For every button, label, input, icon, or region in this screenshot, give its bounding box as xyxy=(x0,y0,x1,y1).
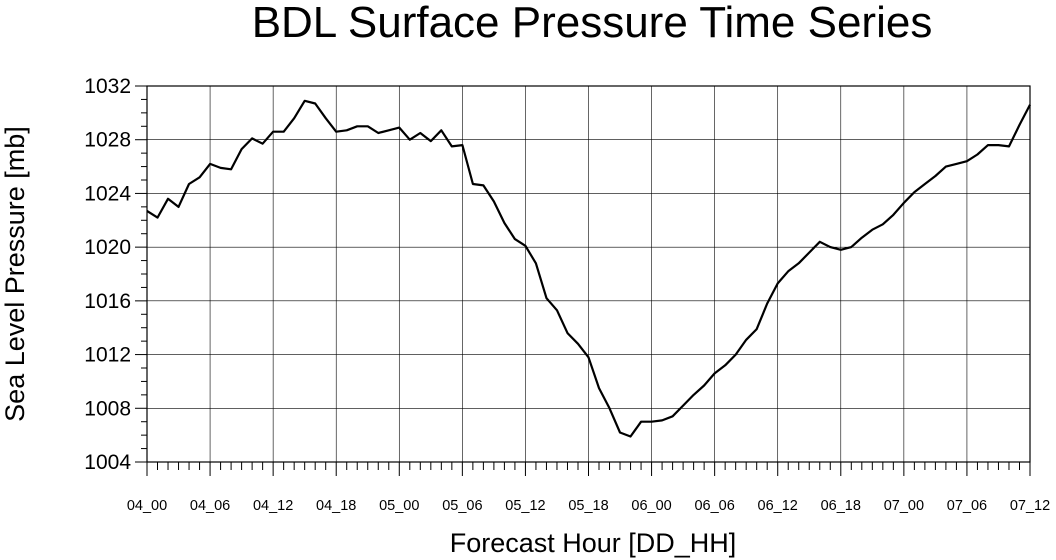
y-tick-label: 1016 xyxy=(84,290,131,313)
plot-frame xyxy=(146,85,1031,463)
y-tick-label: 1028 xyxy=(84,129,131,152)
tick-marks xyxy=(135,85,1031,476)
y-tick-label: 1024 xyxy=(84,182,131,205)
x-tick-label: 05_12 xyxy=(505,498,545,514)
x-tick-label: 06_18 xyxy=(821,498,861,514)
x-tick-label: 04_06 xyxy=(190,498,230,514)
x-tick-label: 06_06 xyxy=(694,498,734,514)
y-tick-label: 1020 xyxy=(84,236,131,259)
x-tick-label: 06_00 xyxy=(631,498,671,514)
x-tick-label: 06_12 xyxy=(758,498,798,514)
x-tick-label: 04_12 xyxy=(253,498,293,514)
grid xyxy=(147,86,1030,462)
y-tick-label: 1008 xyxy=(84,397,131,420)
x-tick-label: 07_06 xyxy=(947,498,987,514)
y-tick-label: 1004 xyxy=(84,451,131,474)
tick-labels: 1004 1008 1012 1016 1020 1024 1028 1032 04_00 04_… xyxy=(84,75,1050,514)
y-tick-label: 1032 xyxy=(84,75,131,98)
x-tick-label: 05_00 xyxy=(379,498,419,514)
y-tick-label: 1012 xyxy=(84,344,131,367)
x-tick-label: 07_12 xyxy=(1010,498,1050,514)
x-tick-label: 04_18 xyxy=(316,498,356,514)
x-tick-label: 05_06 xyxy=(442,498,482,514)
chart-title: BDL Surface Pressure Time Series xyxy=(252,0,933,47)
x-axis-label: Forecast Hour [DD_HH] xyxy=(450,528,737,558)
x-tick-label: 04_00 xyxy=(127,498,167,514)
pressure-series-line xyxy=(146,99,1031,438)
y-axis-label: Sea Level Pressure [mb] xyxy=(0,126,30,422)
x-tick-label: 07_00 xyxy=(884,498,924,514)
x-tick-label: 05_18 xyxy=(568,498,608,514)
